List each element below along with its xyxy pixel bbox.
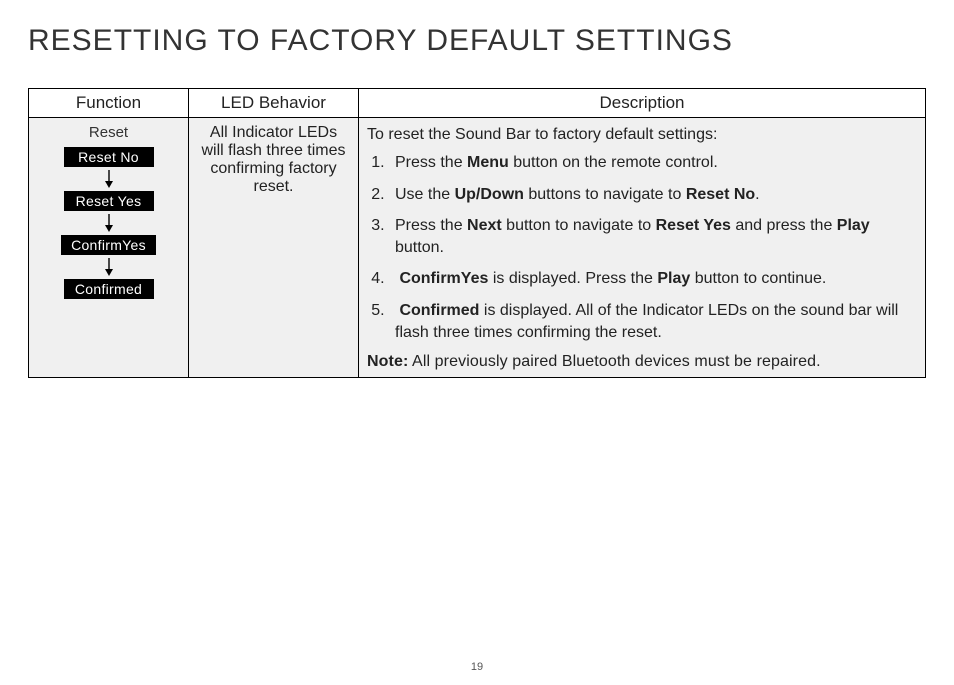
led-behavior-cell: All Indicator LEDs will flash three time… <box>189 118 359 378</box>
page-title: RESETTING TO FACTORY DEFAULT SETTINGS <box>28 24 926 58</box>
reset-flow: Reset No Reset Yes ConfirmYes Confirmed <box>37 147 180 299</box>
step-item: Confirmed is displayed. All of the Indic… <box>389 300 917 343</box>
step-item: Press the Next button to navigate to Res… <box>389 215 917 258</box>
flow-node: Reset Yes <box>64 191 154 211</box>
description-cell: To reset the Sound Bar to factory defaul… <box>359 118 926 378</box>
flow-node: Confirmed <box>64 279 154 299</box>
function-top-label: Reset <box>37 124 180 141</box>
page-number: 19 <box>0 661 954 673</box>
steps-list: Press the Menu button on the remote cont… <box>367 152 917 343</box>
description-note: Note: All previously paired Bluetooth de… <box>367 353 917 371</box>
page: RESETTING TO FACTORY DEFAULT SETTINGS Fu… <box>0 0 954 685</box>
col-header-function: Function <box>29 89 189 118</box>
step-item: ConfirmYes is displayed. Press the Play … <box>389 268 917 290</box>
table-header-row: Function LED Behavior Description <box>29 89 926 118</box>
flow-node: Reset No <box>64 147 154 167</box>
step-item: Use the Up/Down buttons to navigate to R… <box>389 184 917 206</box>
arrow-down-icon <box>103 214 115 232</box>
arrow-down-icon <box>103 170 115 188</box>
arrow-down-icon <box>103 258 115 276</box>
description-intro: To reset the Sound Bar to factory defaul… <box>367 126 917 144</box>
col-header-description: Description <box>359 89 926 118</box>
function-cell: Reset Reset No Reset Yes ConfirmYes <box>29 118 189 378</box>
factory-reset-table: Function LED Behavior Description Reset … <box>28 88 926 378</box>
col-header-led: LED Behavior <box>189 89 359 118</box>
step-item: Press the Menu button on the remote cont… <box>389 152 917 174</box>
flow-node: ConfirmYes <box>61 235 156 255</box>
table-body-row: Reset Reset No Reset Yes ConfirmYes <box>29 118 926 378</box>
